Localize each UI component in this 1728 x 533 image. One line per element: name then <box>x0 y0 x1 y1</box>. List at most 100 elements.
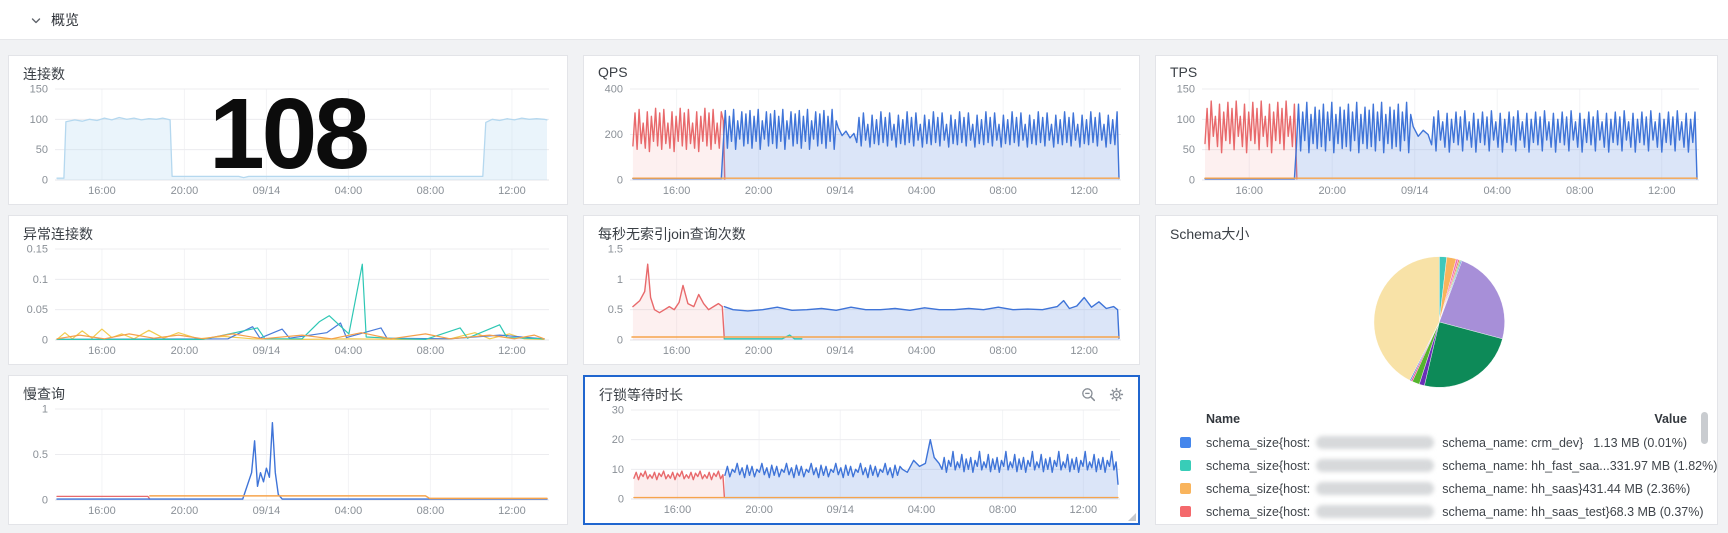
svg-text:20:00: 20:00 <box>745 345 773 357</box>
series-color-swatch <box>1180 460 1191 471</box>
svg-text:04:00: 04:00 <box>335 505 363 517</box>
svg-text:12:00: 12:00 <box>1070 185 1098 197</box>
panel-abnormal-connections[interactable]: 异常连接数 16:00 20:00 09/14 04:00 08:00 12:00 0.15… <box>8 215 568 365</box>
svg-text:08:00: 08:00 <box>417 505 445 517</box>
legend-value-header: Value <box>1654 412 1687 426</box>
svg-text:04:00: 04:00 <box>908 185 936 197</box>
svg-text:1: 1 <box>42 404 48 416</box>
svg-text:09/14: 09/14 <box>253 505 281 517</box>
panel-slow-queries[interactable]: 慢查询 16:00 20:00 09/14 04:00 08:00 12:00 1 0.5 0 <box>8 375 568 525</box>
svg-text:0.15: 0.15 <box>27 244 48 256</box>
masked-host <box>1316 458 1435 472</box>
legend-row[interactable]: schema_size{host: schema_name: hh_saas} 43… <box>1180 477 1690 500</box>
svg-text:0: 0 <box>42 495 48 507</box>
section-header[interactable]: 概览 <box>0 0 1728 40</box>
svg-text:09/14: 09/14 <box>253 185 281 197</box>
svg-text:30: 30 <box>612 405 624 417</box>
nojoin-queries-chart[interactable]: 16:00 20:00 09/14 04:00 08:00 12:00 1.5 1 0.5 0 <box>590 242 1129 358</box>
svg-text:20:00: 20:00 <box>1318 185 1346 197</box>
chevron-down-icon[interactable] <box>30 14 42 26</box>
svg-text:09/14: 09/14 <box>253 345 281 357</box>
svg-text:04:00: 04:00 <box>908 504 936 516</box>
svg-text:08:00: 08:00 <box>1566 185 1594 197</box>
rowlock-wait-chart[interactable]: 16:00 20:00 09/14 04:00 08:00 12:00 30 20 10 0 <box>591 403 1128 517</box>
zoom-out-icon[interactable] <box>1081 387 1096 402</box>
svg-text:16:00: 16:00 <box>88 185 116 197</box>
svg-text:12:00: 12:00 <box>1070 345 1098 357</box>
legend-series-value: 331.97 MB (1.82%) <box>1609 458 1718 473</box>
svg-text:100: 100 <box>30 114 48 126</box>
svg-text:20:00: 20:00 <box>171 345 199 357</box>
svg-text:04:00: 04:00 <box>908 345 936 357</box>
schema-size-pie-chart[interactable] <box>1156 246 1717 398</box>
abnormal-connections-chart[interactable]: 16:00 20:00 09/14 04:00 08:00 12:00 0.15 0.1 0.0… <box>15 242 557 358</box>
svg-text:16:00: 16:00 <box>88 345 116 357</box>
legend-row[interactable]: schema_size{host: schema_name: crm_dev} 1.… <box>1180 431 1687 454</box>
svg-text:150: 150 <box>1177 84 1195 96</box>
svg-text:0: 0 <box>42 335 48 347</box>
svg-text:08:00: 08:00 <box>989 504 1017 516</box>
panel-resize-handle[interactable] <box>1128 513 1136 521</box>
svg-text:20:00: 20:00 <box>745 185 773 197</box>
svg-text:1.5: 1.5 <box>608 244 623 256</box>
svg-text:04:00: 04:00 <box>1483 185 1511 197</box>
svg-text:09/14: 09/14 <box>827 504 855 516</box>
series-color-swatch <box>1180 506 1191 517</box>
panel-title-slow: 慢查询 <box>23 386 65 402</box>
svg-text:20:00: 20:00 <box>171 185 199 197</box>
qps-chart[interactable]: 16:00 20:00 09/14 04:00 08:00 12:00 400 200 0 <box>590 82 1129 198</box>
svg-text:400: 400 <box>605 84 623 96</box>
gear-icon[interactable] <box>1109 387 1124 402</box>
svg-text:08:00: 08:00 <box>989 345 1017 357</box>
legend-row[interactable]: schema_size{host: schema_name: hh_saas_te… <box>1180 500 1704 523</box>
svg-text:12:00: 12:00 <box>498 185 526 197</box>
svg-text:16:00: 16:00 <box>663 345 691 357</box>
svg-text:150: 150 <box>30 84 48 96</box>
legend-series-name: schema_size{host: schema_name: hh_saas_te… <box>1206 504 1610 519</box>
svg-text:100: 100 <box>1177 114 1195 126</box>
svg-text:16:00: 16:00 <box>88 505 116 517</box>
legend-scrollbar-thumb[interactable] <box>1701 412 1708 444</box>
schema-legend-header: Name Value <box>1180 408 1687 431</box>
panel-rowlock-wait[interactable]: 行锁等待时长 16:00 20:00 09/14 04:00 08:00 12:00 30 2… <box>583 375 1140 525</box>
svg-text:0: 0 <box>1189 175 1195 187</box>
svg-text:08:00: 08:00 <box>417 185 445 197</box>
slow-queries-chart[interactable]: 16:00 20:00 09/14 04:00 08:00 12:00 1 0.5 0 <box>15 402 557 518</box>
masked-host <box>1316 435 1435 449</box>
svg-text:04:00: 04:00 <box>335 185 363 197</box>
schema-legend-body: schema_size{host: schema_name: crm_dev} 1.… <box>1180 431 1717 523</box>
svg-text:12:00: 12:00 <box>498 505 526 517</box>
panel-title-rowlock: 行锁等待时长 <box>599 387 683 403</box>
tps-chart[interactable]: 16:00 20:00 09/14 04:00 08:00 12:00 150 100 50 0 <box>1162 82 1707 198</box>
panel-title-abnormal: 异常连接数 <box>23 226 93 242</box>
svg-text:0.1: 0.1 <box>33 274 48 286</box>
svg-text:16:00: 16:00 <box>664 504 692 516</box>
panel-connections[interactable]: 连接数 108 16:00 20:00 09/14 04:00 08:00 12:00 15… <box>8 55 568 205</box>
connections-current-value: 108 <box>209 78 370 190</box>
panel-qps[interactable]: QPS 16:00 20:00 09/14 04:00 08:00 12:00 400 200… <box>583 55 1140 205</box>
panel-title-connections: 连接数 <box>23 66 65 82</box>
panel-title-tps: TPS <box>1170 64 1198 80</box>
panel-toolbar <box>1081 387 1124 402</box>
legend-series-value: 68.3 MB (0.37%) <box>1609 504 1704 519</box>
panel-nojoin-queries[interactable]: 每秒无索引join查询次数 16:00 20:00 09/14 04:00 08:00 1… <box>583 215 1140 365</box>
svg-text:10: 10 <box>612 464 624 476</box>
masked-host <box>1316 504 1435 518</box>
legend-row[interactable]: schema_size{host: schema_name: hh_fast_sa… <box>1180 454 1717 477</box>
panel-schema-size[interactable]: Schema大小 Name Value schema_size{host: sch… <box>1155 215 1718 525</box>
schema-legend: Name Value schema_size{host: schema_name:… <box>1156 408 1717 520</box>
section-title: 概览 <box>51 11 79 28</box>
panel-tps[interactable]: TPS 16:00 20:00 09/14 04:00 08:00 12:00 150 100… <box>1155 55 1718 205</box>
svg-text:08:00: 08:00 <box>989 185 1017 197</box>
svg-text:09/14: 09/14 <box>1401 185 1429 197</box>
panel-title-qps: QPS <box>598 64 628 80</box>
legend-series-name: schema_size{host: schema_name: hh_fast_sa… <box>1206 458 1610 473</box>
connections-chart[interactable]: 16:00 20:00 09/14 04:00 08:00 12:00 150 100 50 0 <box>15 82 557 198</box>
masked-host <box>1316 481 1435 495</box>
legend-series-value: 1.13 MB (0.01%) <box>1593 435 1687 450</box>
svg-text:16:00: 16:00 <box>1235 185 1263 197</box>
legend-name-header: Name <box>1206 412 1241 426</box>
svg-text:16:00: 16:00 <box>663 185 691 197</box>
svg-text:0.05: 0.05 <box>27 304 48 316</box>
series-color-swatch <box>1180 437 1191 448</box>
